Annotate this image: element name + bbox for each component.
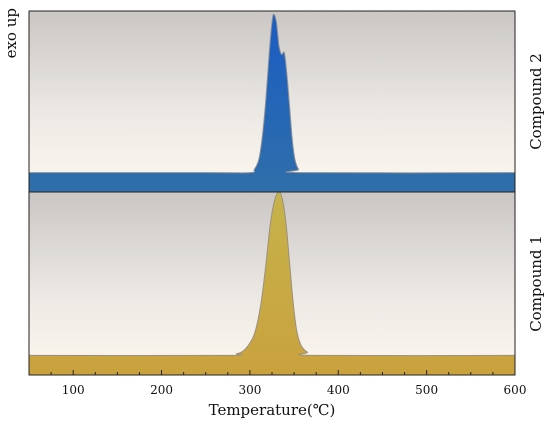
x-tick-label: 500 [415,383,438,397]
x-tick-label: 100 [62,383,85,397]
series-area-compound-2 [28,13,516,193]
x-axis: 100 200 300 400 500 600 [28,370,527,397]
x-tick-label: 600 [504,383,527,397]
series-label-compound-2: Compound 2 [527,53,545,150]
x-tick-label: 300 [238,383,261,397]
y-axis-title: exo up [2,8,20,58]
x-tick-label: 200 [150,383,173,397]
panel-compound-2 [28,10,516,193]
x-tick-label: 400 [327,383,350,397]
x-axis-title: Temperature(℃) [209,401,336,419]
series-label-compound-1: Compound 1 [527,235,545,332]
panel-compound-1 [28,191,516,376]
